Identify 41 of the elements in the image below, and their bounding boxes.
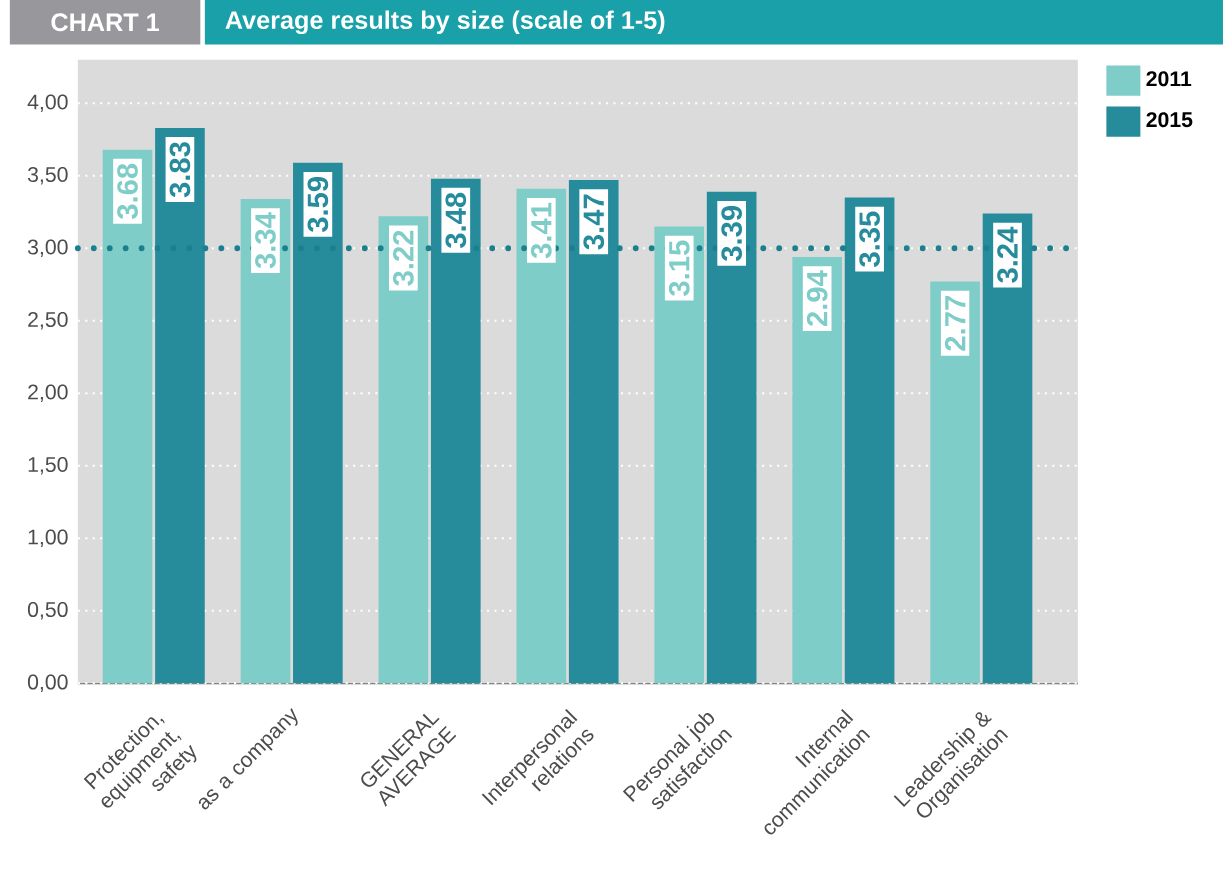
- bar: [792, 256, 842, 684]
- bar: [982, 213, 1033, 684]
- bar: [568, 180, 619, 684]
- data-label: 3.15: [668, 240, 690, 296]
- bar: [706, 191, 757, 684]
- data-label: 3.59: [307, 176, 329, 233]
- data-label: 3.22: [393, 230, 414, 286]
- y-tick-label: 0,50: [27, 601, 68, 620]
- y-tick-label: 1,50: [28, 456, 68, 475]
- data-label: 3.34: [255, 212, 276, 269]
- bar: [293, 162, 343, 684]
- bar: [240, 198, 291, 684]
- legend-label: 2011: [1146, 71, 1192, 87]
- data-label: 3.48: [445, 192, 467, 248]
- y-tick-label: 3,50: [27, 166, 68, 185]
- y-tick-label: 3,00: [27, 239, 68, 257]
- data-label: 3.24: [997, 226, 1018, 283]
- data-label: 3.35: [859, 211, 880, 267]
- legend-label: 2015: [1146, 112, 1193, 128]
- bar: [844, 197, 895, 684]
- data-label: 3.39: [721, 205, 743, 262]
- y-tick-label: 1,00: [28, 529, 68, 547]
- bar: [930, 281, 980, 684]
- caption: CHART 1: [51, 13, 160, 32]
- bar: [378, 216, 429, 684]
- data-label: 2.77: [944, 296, 966, 351]
- bar: [516, 188, 567, 684]
- data-label: 3.68: [117, 163, 138, 219]
- y-tick-label: 4,00: [27, 94, 68, 112]
- chart-title: Average results by size (scale of 1-5): [225, 10, 665, 35]
- bar: [102, 149, 153, 684]
- data-label: 2.94: [806, 270, 828, 326]
- data-label: 3.83: [169, 142, 191, 198]
- bar: [654, 226, 705, 684]
- y-tick-label: 2,00: [28, 384, 68, 402]
- y-tick-label: 0,00: [27, 674, 68, 692]
- bar: [430, 178, 481, 684]
- bar: [155, 127, 205, 684]
- data-label: 3.47: [583, 194, 605, 250]
- data-label: 3.41: [530, 202, 552, 259]
- y-tick-label: 2,50: [28, 311, 68, 330]
